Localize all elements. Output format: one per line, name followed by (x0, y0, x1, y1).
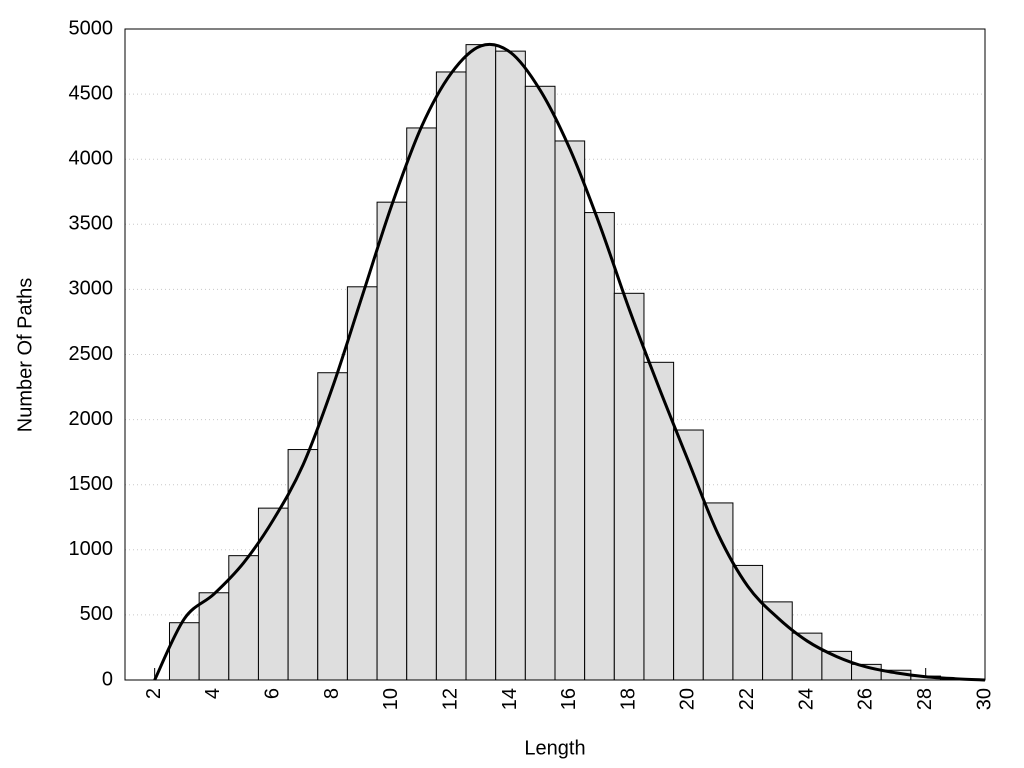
x-tick-label: 30 (973, 688, 995, 710)
y-tick-label: 2500 (69, 343, 114, 365)
x-tick-label: 10 (380, 688, 402, 710)
bar (673, 429, 704, 681)
x-tick-label: 8 (321, 688, 343, 699)
bar (198, 592, 230, 681)
plot-frame (124, 28, 986, 681)
x-tick-label: 28 (914, 688, 936, 710)
bar (435, 71, 467, 681)
bar (524, 85, 556, 681)
y-tick-label: 0 (102, 668, 113, 690)
y-axis-label: Number Of Paths (14, 278, 36, 433)
x-tick-label: 4 (202, 688, 224, 699)
bar (346, 286, 378, 681)
bar (465, 44, 497, 681)
y-tick-label: 500 (80, 603, 113, 625)
y-tick-label: 3000 (69, 278, 114, 300)
x-tick-label: 20 (677, 688, 699, 710)
y-tick-label: 5000 (69, 17, 114, 39)
y-tick-label: 4000 (69, 147, 114, 169)
density-curve (153, 42, 986, 682)
bar (762, 601, 793, 681)
x-tick-label: 26 (855, 688, 877, 710)
y-tick-label: 1000 (69, 538, 114, 560)
bar (317, 372, 348, 681)
y-tick-label: 2000 (69, 408, 114, 430)
bar (168, 622, 200, 681)
bar (613, 292, 645, 681)
bar (702, 502, 734, 681)
y-tick-label: 3500 (69, 213, 114, 235)
y-tick-label: 4500 (69, 82, 114, 104)
bar (732, 564, 764, 681)
bar (584, 212, 615, 681)
x-tick-label: 12 (439, 688, 461, 710)
x-tick-label: 14 (499, 688, 521, 710)
x-tick-label: 6 (262, 688, 284, 699)
x-tick-label: 2 (143, 688, 165, 699)
bar (554, 140, 586, 681)
x-tick-label: 24 (795, 688, 817, 710)
bar (406, 127, 437, 681)
y-tick-label: 1500 (69, 473, 114, 495)
bar (495, 50, 526, 681)
x-tick-label: 16 (558, 688, 580, 710)
x-axis-label: Length (524, 737, 585, 759)
x-tick-label: 22 (736, 688, 758, 710)
x-tick-label: 18 (617, 688, 639, 710)
bar (376, 201, 408, 681)
